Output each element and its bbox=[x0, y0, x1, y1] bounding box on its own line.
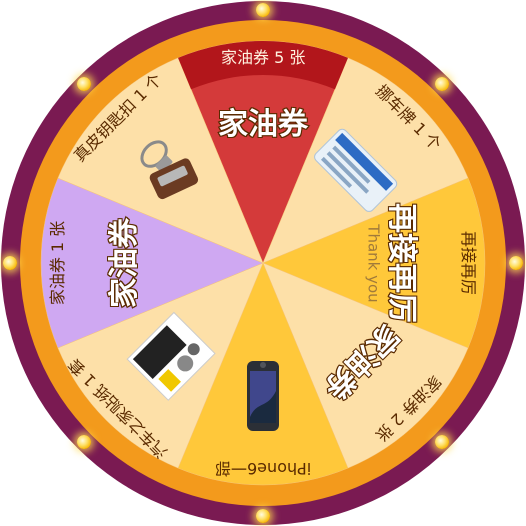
segment-gas2 bbox=[262, 262, 469, 469]
ring-light bbox=[77, 77, 92, 92]
ring-light bbox=[509, 256, 523, 270]
segment-again bbox=[262, 177, 486, 349]
parking-card-icon bbox=[314, 128, 398, 212]
ring-light bbox=[256, 3, 270, 17]
segment-title-gas5: 家油券 bbox=[217, 107, 309, 142]
ring-light bbox=[256, 509, 270, 523]
segment-label-gas5: 家油券 5 张 bbox=[221, 48, 306, 67]
ring-light bbox=[3, 256, 17, 270]
segment-title-again: 再接再厉 bbox=[383, 202, 420, 324]
segment-title-gas1: 家油券 bbox=[106, 217, 143, 309]
segment-subtitle-again: Thank you bbox=[364, 223, 383, 303]
segment-label-iphone: iPhone6一部 bbox=[215, 459, 312, 478]
sticker-pack-icon bbox=[126, 311, 216, 401]
segment-label-gas1: 家油券 1 张 bbox=[48, 220, 68, 306]
ring-light bbox=[77, 434, 92, 449]
segment-label-again: 再接再厉 bbox=[459, 230, 479, 296]
iphone-icon bbox=[247, 361, 279, 431]
ring-light bbox=[434, 434, 449, 449]
keychain-icon bbox=[140, 140, 199, 200]
top-segment-band bbox=[178, 41, 348, 90]
ring-light bbox=[434, 77, 449, 92]
segment-gas1 bbox=[40, 177, 264, 349]
